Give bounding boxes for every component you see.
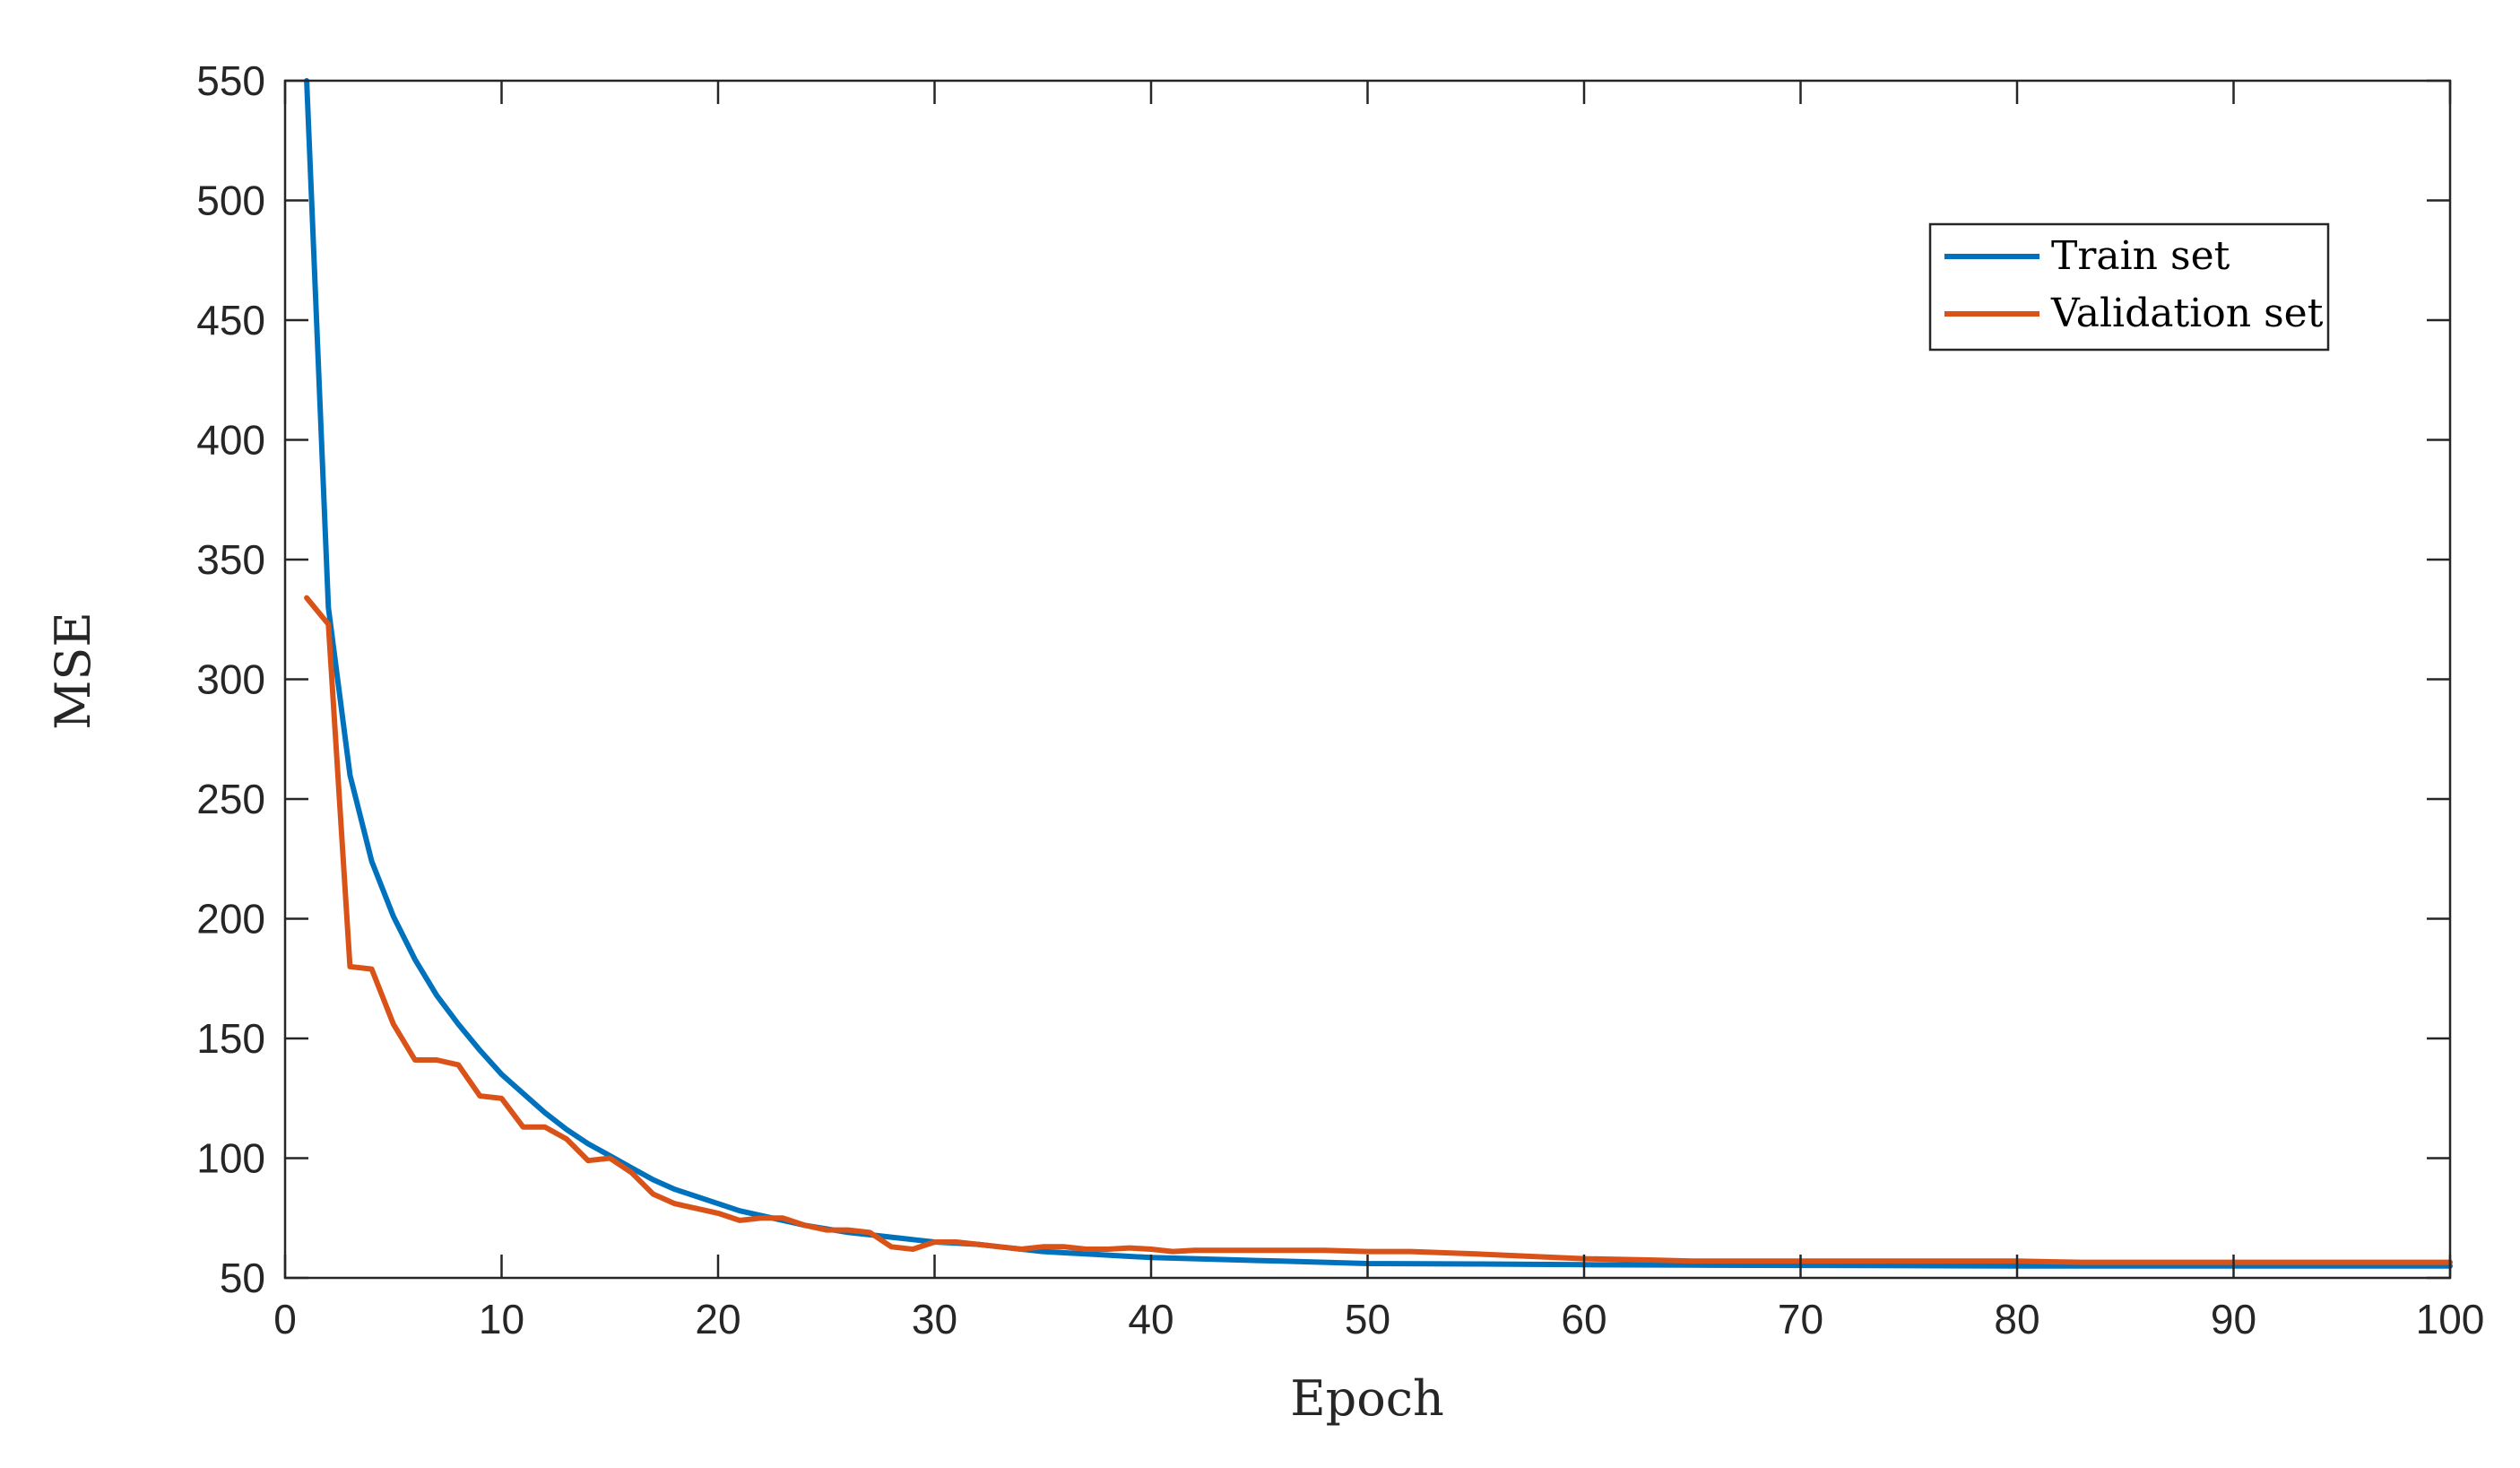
y-tick-label: 250 — [196, 776, 265, 822]
x-tick-label: 0 — [273, 1296, 297, 1342]
y-tick-label: 550 — [196, 57, 265, 104]
x-tick-label: 90 — [2211, 1296, 2256, 1342]
legend-label-validation-set: Validation set — [2050, 291, 2324, 336]
legend-label-train-set: Train set — [2051, 233, 2230, 279]
y-tick-label: 350 — [196, 536, 265, 583]
y-tick-label: 450 — [196, 297, 265, 343]
x-tick-label: 100 — [2416, 1296, 2485, 1342]
x-tick-label: 50 — [1345, 1296, 1390, 1342]
x-tick-label: 30 — [912, 1296, 957, 1342]
plot-frame — [283, 79, 2452, 1280]
y-tick-label: 500 — [196, 178, 265, 224]
legend: Train set Validation set — [1928, 222, 2330, 352]
x-tick-label: 70 — [1778, 1296, 1823, 1342]
x-tick-label: 80 — [1994, 1296, 2039, 1342]
y-tick-label: 300 — [196, 656, 265, 703]
x-tick-label: 60 — [1561, 1296, 1606, 1342]
tick-layer: 0 10 20 30 40 50 60 70 80 90 100 50 100 150 200 250 300 3… — [196, 57, 2484, 1342]
y-tick-label: 400 — [196, 417, 265, 464]
train-set-line — [304, 78, 2453, 1269]
x-tick-label: 10 — [479, 1296, 524, 1342]
series-layer — [304, 78, 2453, 1269]
y-tick-label: 100 — [196, 1135, 265, 1182]
y-tick-label: 50 — [220, 1255, 265, 1301]
x-axis-title: Epoch — [1290, 1370, 1444, 1427]
legend-box — [1928, 222, 2330, 352]
x-tick-label: 20 — [695, 1296, 740, 1342]
y-tick-label: 200 — [196, 896, 265, 942]
x-tick-label: 40 — [1128, 1296, 1173, 1342]
y-axis-title: MSE — [45, 612, 101, 730]
validation-set-line — [304, 595, 2453, 1265]
y-tick-label: 150 — [196, 1015, 265, 1062]
